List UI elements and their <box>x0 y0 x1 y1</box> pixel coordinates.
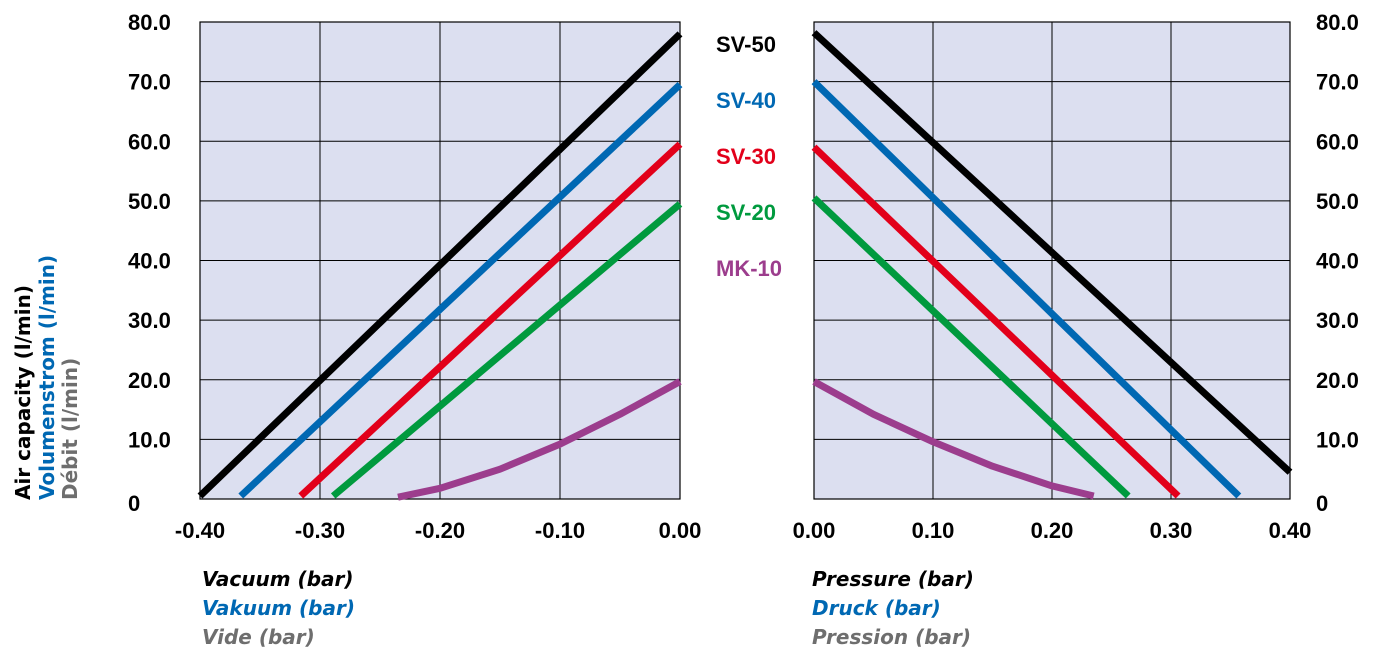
y-tick-label: 50.0 <box>128 189 171 214</box>
x-tick-label: 0.00 <box>659 518 702 543</box>
legend: SV-50 SV-40 SV-30 SV-20 MK-10 <box>716 32 782 281</box>
y-tick-label: 40.0 <box>1316 249 1359 274</box>
y-tick-labels-right: 0 10.0 20.0 30.0 40.0 50.0 60.0 70.0 80.0 <box>1316 10 1359 516</box>
y-tick-label: 50.0 <box>1316 189 1359 214</box>
legend-entry-mk-10: MK-10 <box>716 256 782 281</box>
x-tick-label: -0.30 <box>295 518 345 543</box>
legend-entry-sv-20: SV-20 <box>716 200 776 225</box>
x-tick-label: -0.20 <box>415 518 465 543</box>
vacuum-xlabel-de: Vakuum (bar) <box>202 596 355 620</box>
plot-frame <box>199 21 681 500</box>
y-tick-label: 20.0 <box>128 368 171 393</box>
x-tick-label: -0.40 <box>175 518 225 543</box>
pressure-panel: 0.00 0.10 0.20 0.30 0.40 <box>793 21 1312 543</box>
series-line-mk-10 <box>812 378 1095 500</box>
x-tick-label: 0.00 <box>793 518 836 543</box>
series-line-sv-20 <box>330 201 683 499</box>
series-line-sv-40 <box>238 82 683 499</box>
y-tick-label: 0 <box>128 491 140 516</box>
y-tick-labels-left: 0 10.0 20.0 30.0 40.0 50.0 60.0 70.0 80.0 <box>128 10 171 516</box>
legend-entry-sv-40: SV-40 <box>716 88 776 113</box>
y-tick-label: 70.0 <box>1316 70 1359 95</box>
y-axis-title-fr-group: Débit (l/min) <box>58 358 82 500</box>
series-line-sv-20 <box>811 195 1131 499</box>
x-tick-label: 0.10 <box>912 518 955 543</box>
x-tick-label: 0.30 <box>1150 518 1193 543</box>
pressure-xlabel-de: Druck (bar) <box>812 596 941 620</box>
y-tick-label: 60.0 <box>1316 129 1359 154</box>
legend-entry-sv-50: SV-50 <box>716 32 776 57</box>
y-axis-title: Air capacity (l/min) <box>11 285 35 500</box>
y-tick-label: 10.0 <box>1316 427 1359 452</box>
y-tick-label: 20.0 <box>1316 368 1359 393</box>
y-axis-title-de-group: Volumenstrom (l/min) <box>35 255 59 500</box>
y-tick-label: 0 <box>1316 491 1328 516</box>
y-tick-label: 80.0 <box>128 10 171 35</box>
series-line-sv-30 <box>811 144 1181 499</box>
legend-entry-sv-30: SV-30 <box>716 144 776 169</box>
y-axis-label-fr: Débit (l/min) <box>58 358 82 500</box>
y-tick-label: 10.0 <box>128 427 171 452</box>
series-line-sv-30 <box>298 141 683 499</box>
plot-frame <box>813 21 1291 500</box>
y-axis-label-en: Air capacity (l/min) <box>11 285 35 500</box>
series-line-mk-10 <box>397 378 682 501</box>
y-tick-label: 80.0 <box>1316 10 1359 35</box>
y-axis-label-de: Volumenstrom (l/min) <box>35 255 59 500</box>
series-line-sv-50 <box>197 31 683 499</box>
vacuum-xlabel-fr: Vide (bar) <box>202 625 315 649</box>
y-tick-label: 30.0 <box>128 308 171 333</box>
y-tick-label: 40.0 <box>128 249 171 274</box>
y-tick-label: 60.0 <box>128 129 171 154</box>
vacuum-xlabel-en: Vacuum (bar) <box>202 567 354 591</box>
series-line-sv-40 <box>811 79 1242 499</box>
pressure-xlabel-fr: Pression (bar) <box>812 625 971 649</box>
y-tick-label: 70.0 <box>128 70 171 95</box>
series-line-sv-50 <box>811 30 1293 475</box>
vacuum-panel: -0.40 -0.30 -0.20 -0.10 0.00 <box>175 21 702 543</box>
pressure-xlabel-en: Pressure (bar) <box>812 567 974 591</box>
x-tick-label: 0.40 <box>1269 518 1312 543</box>
x-tick-label: -0.10 <box>535 518 585 543</box>
x-tick-label: 0.20 <box>1031 518 1074 543</box>
y-tick-label: 30.0 <box>1316 308 1359 333</box>
plot-panels: -0.40 -0.30 -0.20 -0.10 0.00 0.00 0.10 0.20 0.30… <box>175 21 1312 543</box>
